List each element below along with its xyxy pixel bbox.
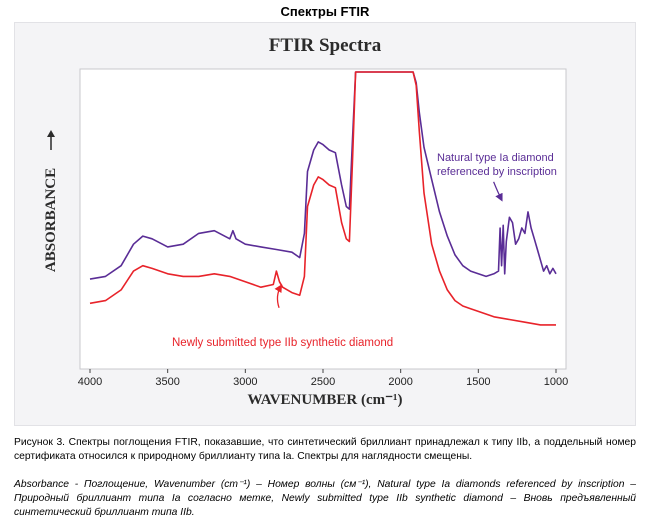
- x-tick-label: 3000: [233, 376, 257, 388]
- annotation-purple: Natural type Ia diamond referenced by in…: [437, 152, 557, 202]
- y-axis-arrow: [47, 130, 55, 150]
- annotation-purple-line1: Natural type Ia diamond: [437, 152, 554, 164]
- x-axis: 4000 3500 3000 2500 2000 1500 1000: [78, 369, 568, 388]
- series-line-red: [89, 71, 556, 326]
- x-axis-label: WAVENUMBER (cm⁻¹): [247, 392, 402, 408]
- page-heading: Спектры FTIR: [280, 4, 370, 19]
- annotation-red-label: Newly submitted type IIb synthetic diamo…: [172, 337, 393, 349]
- annotation-purple-arrow: [493, 181, 503, 202]
- x-tick-label: 2500: [311, 376, 335, 388]
- translation-note: Absorbance - Поглощение, Wavenumber (cm⁻…: [14, 479, 636, 518]
- x-tick-label: 2000: [388, 376, 412, 388]
- annotation-purple-line2: referenced by inscription: [437, 166, 557, 178]
- y-axis-label: ABSORBANCE: [43, 168, 59, 272]
- annotation-red: Newly submitted type IIb synthetic diamo…: [172, 284, 393, 349]
- x-tick-label: 4000: [78, 376, 102, 388]
- x-tick-label: 1000: [544, 376, 568, 388]
- ftir-chart: FTIR Spectra 4000 3500 3000 2500 2000 1500 100…: [43, 35, 568, 408]
- x-tick-label: 3500: [155, 376, 179, 388]
- annotation-red-arrow: [274, 284, 283, 309]
- figure-caption: Рисунок 3. Спектры поглощения FTIR, пока…: [14, 437, 636, 462]
- series-layer: [89, 71, 557, 326]
- plot-area: [79, 68, 567, 370]
- chart-title: FTIR Spectra: [269, 35, 382, 56]
- x-tick-label: 1500: [466, 376, 490, 388]
